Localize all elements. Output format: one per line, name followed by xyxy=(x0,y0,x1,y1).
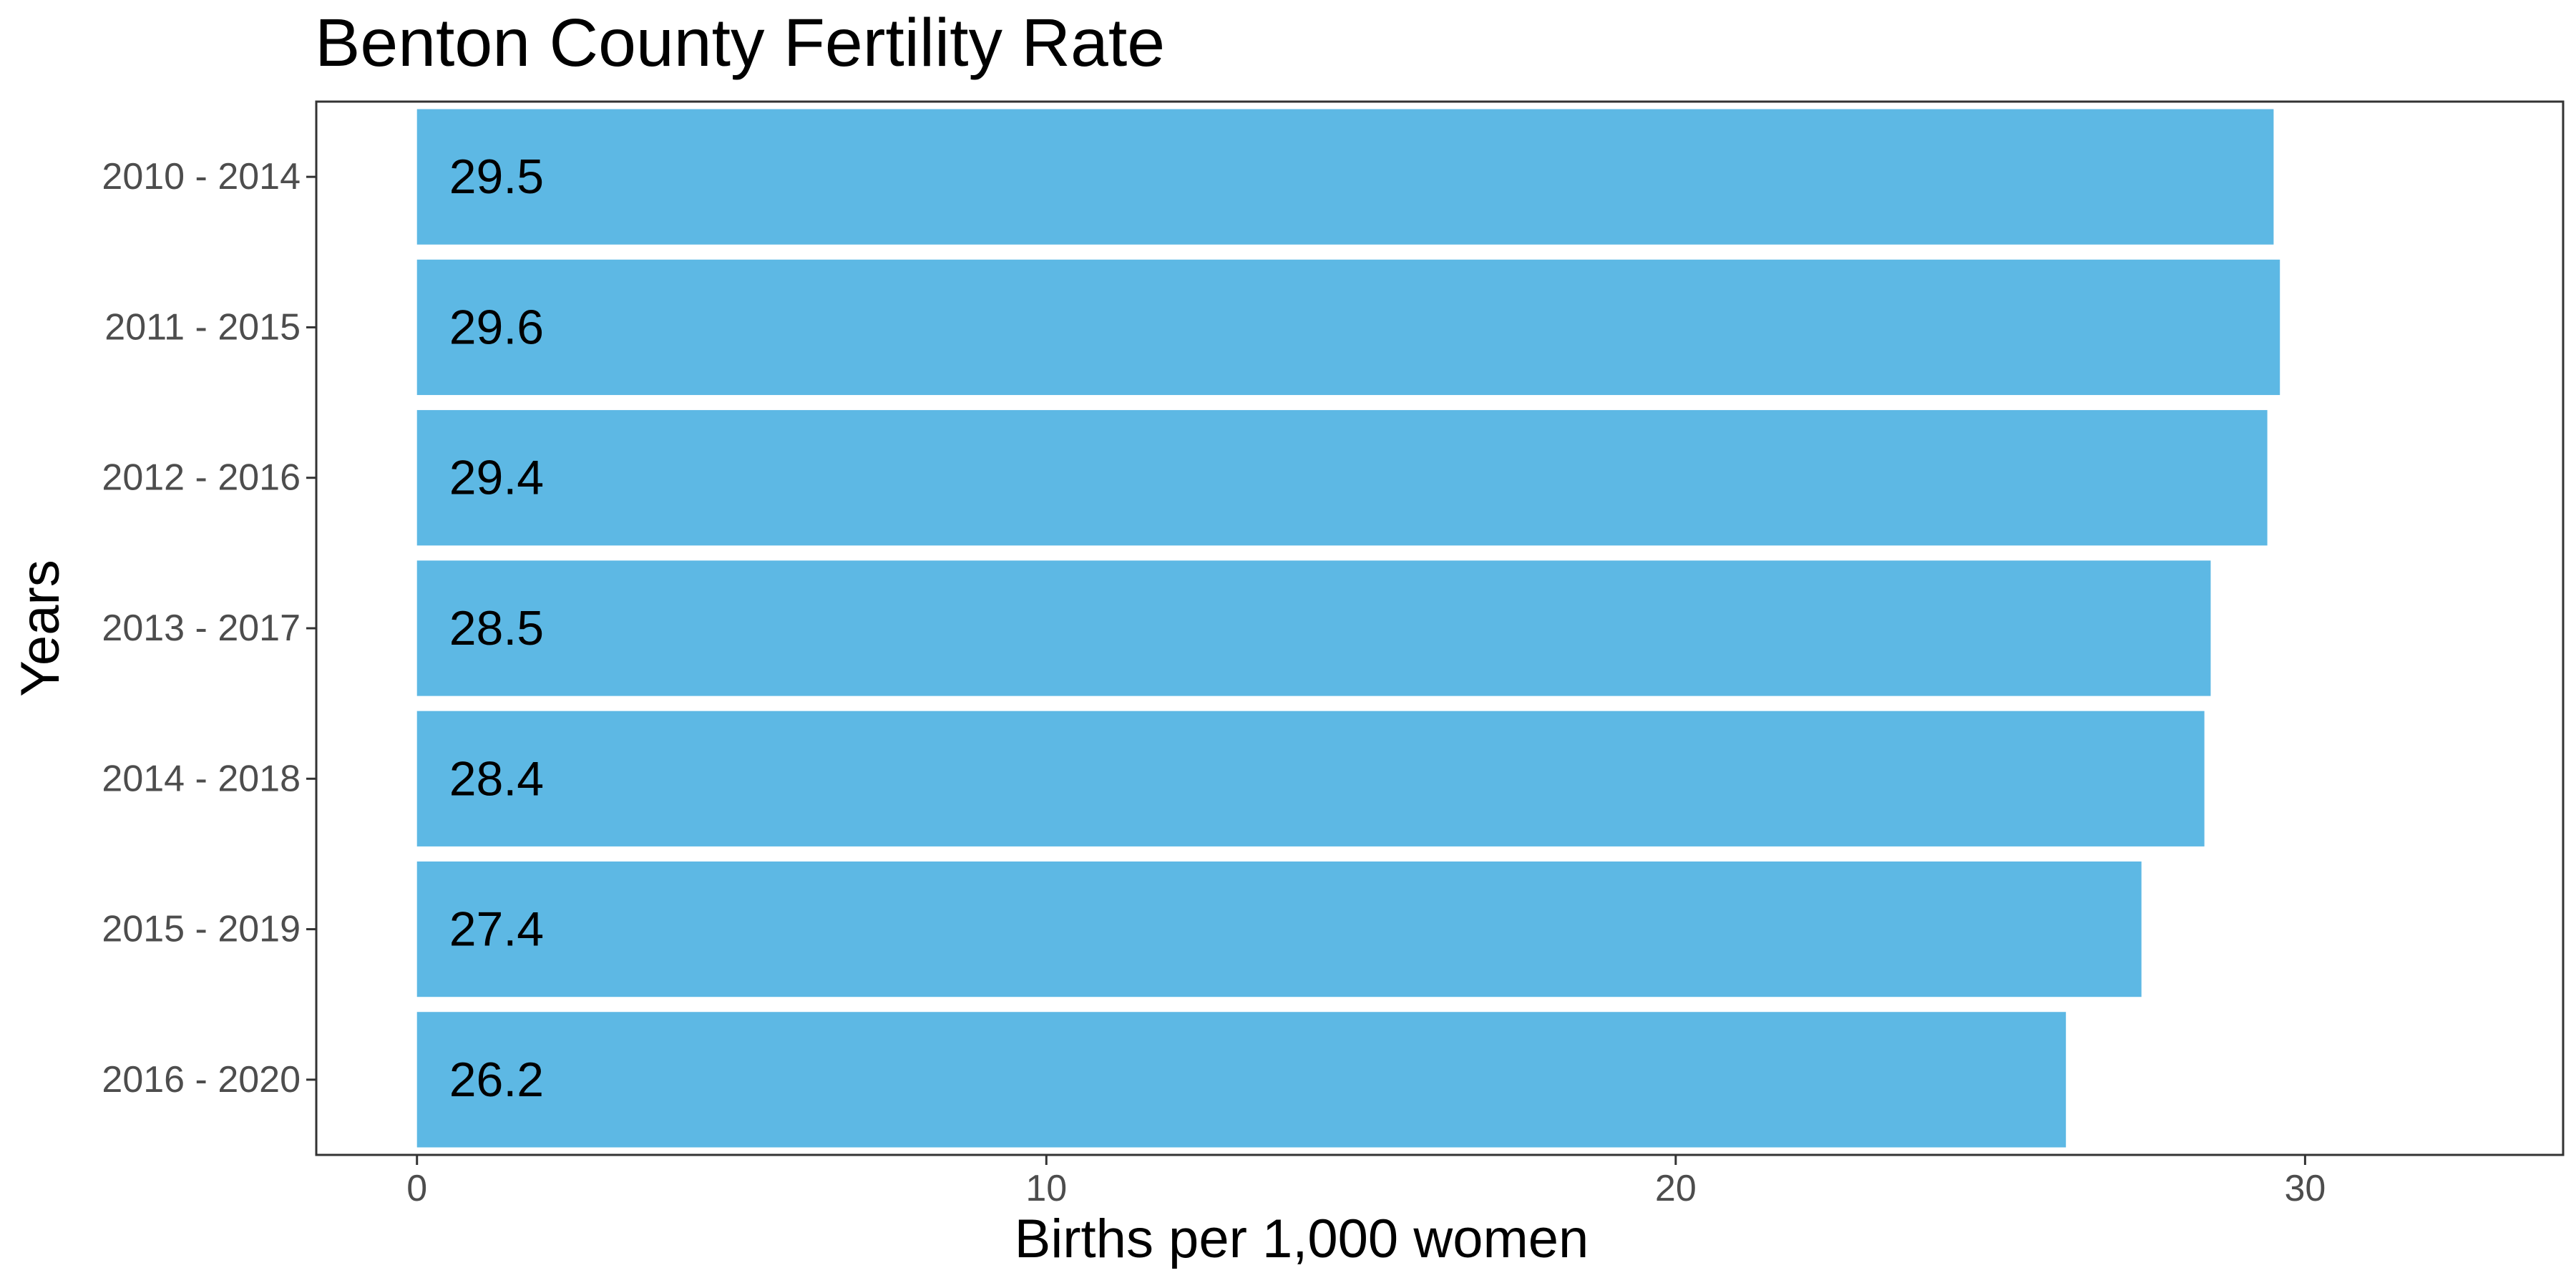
bar xyxy=(416,560,2211,696)
x-tick-label: 10 xyxy=(1025,1168,1067,1209)
bar xyxy=(416,410,2268,546)
data-label: 29.4 xyxy=(449,451,544,505)
y-tick-label: 2013 - 2017 xyxy=(102,608,301,649)
bar xyxy=(416,109,2274,245)
bar xyxy=(416,1012,2067,1148)
y-axis: 2010 - 2014 2011 - 2015 2012 - 2016 2013 - … xyxy=(102,156,316,1101)
data-label: 26.2 xyxy=(449,1053,544,1107)
x-axis-title: Births per 1,000 women xyxy=(1015,1209,1589,1269)
bar xyxy=(416,861,2142,997)
data-label: 29.6 xyxy=(449,300,544,354)
bar xyxy=(416,711,2205,847)
x-tick-label: 20 xyxy=(1655,1168,1697,1209)
data-label: 28.5 xyxy=(449,601,544,655)
y-axis-title: Years xyxy=(10,560,71,697)
y-tick-label: 2010 - 2014 xyxy=(102,156,301,197)
bars-layer: 29.5 29.6 29.4 28.5 28.4 27.4 26.2 xyxy=(416,109,2280,1148)
y-tick-label: 2014 - 2018 xyxy=(102,758,301,799)
chart-title: Benton County Fertility Rate xyxy=(315,5,1165,81)
y-tick-label: 2015 - 2019 xyxy=(102,909,301,950)
bar xyxy=(416,259,2280,396)
y-tick-label: 2012 - 2016 xyxy=(102,457,301,499)
y-tick-label: 2016 - 2020 xyxy=(102,1059,301,1101)
x-tick-label: 0 xyxy=(406,1168,427,1209)
data-label: 27.4 xyxy=(449,902,544,957)
data-label: 28.4 xyxy=(449,751,544,806)
x-axis: 0 10 20 30 xyxy=(406,1155,2326,1209)
x-tick-label: 30 xyxy=(2284,1168,2326,1209)
data-label: 29.5 xyxy=(449,150,544,204)
y-tick-label: 2011 - 2015 xyxy=(104,306,301,348)
